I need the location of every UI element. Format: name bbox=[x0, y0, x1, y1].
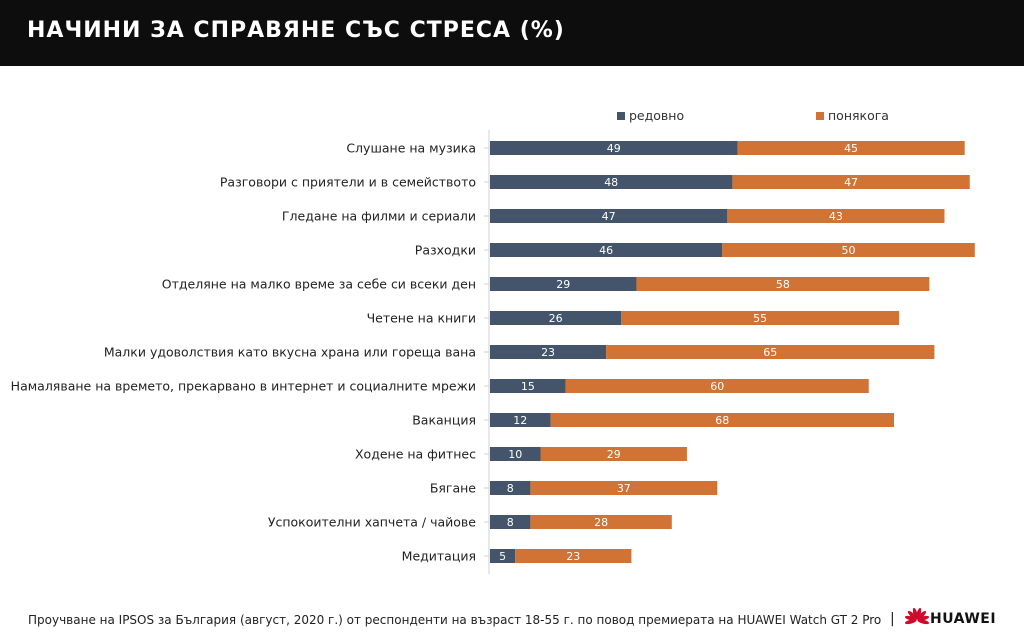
legend-label: понякога bbox=[828, 108, 889, 123]
logo-petal bbox=[917, 610, 927, 620]
data-label: 29 bbox=[607, 448, 621, 461]
bar-sometimes bbox=[515, 549, 632, 563]
bar-regularly bbox=[490, 175, 733, 189]
category-label: Слушане на музика bbox=[346, 141, 476, 156]
title-bar: НАЧИНИ ЗА СПРАВЯНЕ СЪС СТРЕСА (%) bbox=[0, 0, 1024, 66]
data-label: 10 bbox=[508, 448, 522, 461]
bar-sometimes bbox=[606, 345, 935, 359]
data-label: 8 bbox=[507, 516, 514, 529]
bar-sometimes bbox=[540, 447, 687, 461]
bar-regularly bbox=[490, 447, 541, 461]
bar-regularly bbox=[490, 413, 551, 427]
bar-sometimes bbox=[565, 379, 869, 393]
data-label: 15 bbox=[521, 380, 535, 393]
category-label: Бягане bbox=[430, 481, 476, 496]
footer-separator: | bbox=[890, 611, 895, 627]
logo-petal bbox=[917, 619, 929, 625]
category-label: Отделяне на малко време за себе си всеки… bbox=[162, 277, 476, 292]
data-label: 46 bbox=[599, 244, 613, 257]
bar-sometimes bbox=[636, 277, 930, 291]
data-label: 68 bbox=[715, 414, 729, 427]
bar-sometimes bbox=[732, 175, 970, 189]
category-label: Медитация bbox=[402, 549, 476, 564]
footer: Проучване на IPSOS за България (август, … bbox=[0, 600, 1024, 640]
page-title: НАЧИНИ ЗА СПРАВЯНЕ СЪС СТРЕСА (%) bbox=[27, 18, 565, 43]
bar-regularly bbox=[490, 549, 516, 563]
stacked-bar-chart: редовно понякога Слушане на музика 49 45 Разг… bbox=[11, 108, 975, 574]
bar-regularly bbox=[490, 515, 531, 529]
data-label: 12 bbox=[513, 414, 527, 427]
data-label: 28 bbox=[594, 516, 608, 529]
category-label: Разговори с приятели и в семейството bbox=[220, 175, 476, 190]
bar-sometimes bbox=[530, 481, 718, 495]
logo-petal bbox=[907, 610, 917, 620]
legend-swatch-sometimes bbox=[816, 112, 824, 120]
huawei-logo-icon bbox=[905, 607, 929, 625]
legend-label: редовно bbox=[629, 108, 684, 123]
data-label: 49 bbox=[607, 142, 621, 155]
bar-regularly bbox=[490, 243, 723, 257]
legend: редовно понякога bbox=[617, 108, 889, 123]
data-label: 23 bbox=[541, 346, 555, 359]
category-label: Разходки bbox=[415, 243, 476, 258]
data-label: 48 bbox=[604, 176, 618, 189]
bar-sometimes bbox=[530, 515, 672, 529]
category-label: Намаляване на времето, прекарвано в инте… bbox=[11, 379, 476, 394]
bar-sometimes bbox=[550, 413, 894, 427]
category-label: Ваканция bbox=[412, 413, 476, 428]
data-label: 37 bbox=[617, 482, 631, 495]
bar-regularly bbox=[490, 379, 566, 393]
data-label: 26 bbox=[549, 312, 563, 325]
footer-source-text: Проучване на IPSOS за България (август, … bbox=[28, 613, 882, 627]
data-label: 50 bbox=[842, 244, 856, 257]
data-label: 43 bbox=[829, 210, 843, 223]
logo-petal bbox=[916, 607, 922, 620]
bar-regularly bbox=[490, 311, 622, 325]
bar-regularly bbox=[490, 141, 738, 155]
bar-sometimes bbox=[722, 243, 975, 257]
data-label: 29 bbox=[556, 278, 570, 291]
category-label: Четене на книги bbox=[367, 311, 476, 326]
legend-swatch-regularly bbox=[617, 112, 625, 120]
bar-regularly bbox=[490, 481, 531, 495]
brand-name: HUAWEI bbox=[930, 611, 997, 627]
data-label: 60 bbox=[710, 380, 724, 393]
bar-regularly bbox=[490, 209, 728, 223]
bar-sometimes bbox=[727, 209, 945, 223]
logo-petal bbox=[905, 619, 917, 625]
category-label: Ходене на фитнес bbox=[355, 447, 476, 462]
data-label: 55 bbox=[753, 312, 767, 325]
category-label: Гледане на филми и сериали bbox=[282, 209, 476, 224]
data-label: 65 bbox=[763, 346, 777, 359]
bar-regularly bbox=[490, 345, 607, 359]
data-label: 47 bbox=[844, 176, 858, 189]
bar-sometimes bbox=[737, 141, 965, 155]
data-label: 47 bbox=[602, 210, 616, 223]
bar-regularly bbox=[490, 277, 637, 291]
bar-sometimes bbox=[621, 311, 900, 325]
data-label: 23 bbox=[566, 550, 580, 563]
category-label: Успокоителни хапчета / чайове bbox=[268, 515, 476, 530]
data-label: 45 bbox=[844, 142, 858, 155]
data-label: 58 bbox=[776, 278, 790, 291]
category-label: Малки удоволствия като вкусна храна или … bbox=[104, 345, 476, 360]
data-label: 8 bbox=[507, 482, 514, 495]
data-label: 5 bbox=[499, 550, 506, 563]
